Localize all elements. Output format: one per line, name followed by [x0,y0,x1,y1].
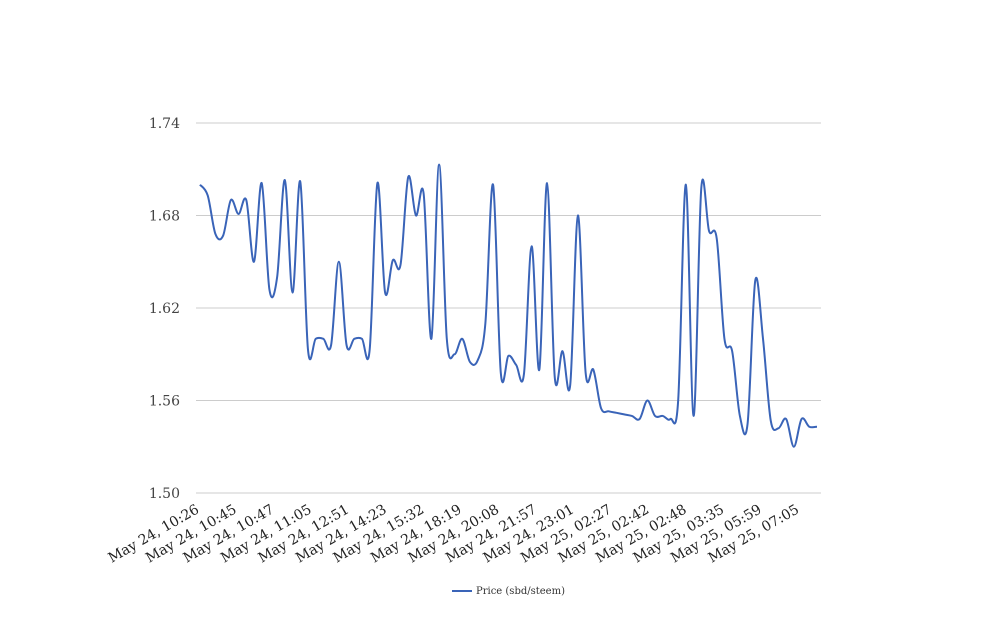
y-tick-label: 1.74 [149,116,180,132]
y-tick-label: 1.56 [149,394,180,410]
y-tick-label: 1.68 [149,209,180,225]
legend: Price (sbd/steem) [452,586,565,597]
y-axis-ticks: 1.74 1.68 1.62 1.56 1.50 [149,116,180,502]
gridlines [196,122,821,494]
legend-label-price: Price (sbd/steem) [476,586,565,597]
series-lines [199,163,818,448]
y-tick-label: 1.50 [149,486,180,502]
series-line-price [199,163,818,448]
y-tick-label: 1.62 [149,301,180,317]
